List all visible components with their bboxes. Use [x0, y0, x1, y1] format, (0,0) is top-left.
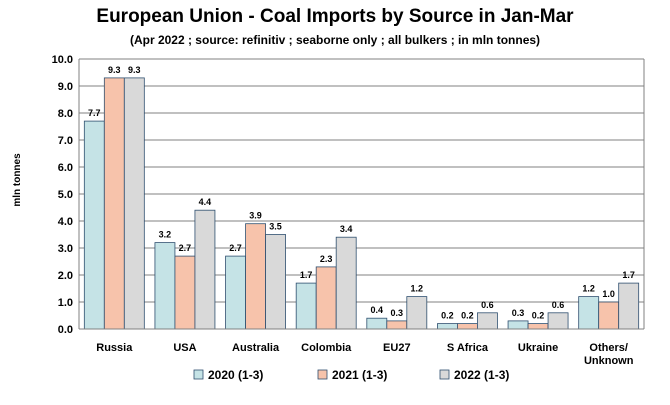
legend-swatch [193, 369, 204, 380]
data-label: 0.4 [371, 305, 384, 315]
x-tick-label: Others/Unknown [584, 342, 634, 367]
bar-2 [103, 77, 125, 330]
value-labels: 7.7 9.3 9.3 3.2 2.7 4.4 2.7 3.9 3.5 1.7 2.3 3.4 0.4 0… [88, 65, 635, 321]
x-tick-label: Australia [232, 342, 280, 354]
x-tick-label: Colombia [301, 342, 352, 354]
y-tick-label: 5.0 [58, 189, 73, 201]
bar-1 [437, 323, 458, 330]
y-tick-label: 4.0 [58, 216, 73, 228]
data-label: 0.2 [461, 311, 474, 321]
bar-2 [386, 320, 408, 330]
bar-2 [315, 266, 337, 330]
data-label: 1.2 [411, 284, 424, 294]
data-label: 0.3 [391, 308, 404, 318]
y-tick-label: 10.0 [52, 54, 73, 66]
y-tick-label: 7.0 [58, 135, 73, 147]
data-label: 0.2 [532, 311, 545, 321]
y-tick-label: 9.0 [58, 81, 73, 93]
data-label: 0.6 [552, 300, 565, 310]
bar-3 [547, 312, 569, 330]
bar-3 [265, 234, 286, 330]
y-tick-label: 1.0 [58, 297, 73, 309]
bars [83, 77, 640, 330]
data-label: 2.3 [320, 254, 333, 264]
x-tick-label: Ukraine [518, 342, 558, 354]
x-tick-label: S Africa [447, 342, 489, 354]
bar-2 [174, 255, 196, 330]
data-label: 9.3 [108, 65, 121, 75]
bar-1 [507, 320, 529, 330]
bar-3 [477, 312, 498, 330]
bar-2 [245, 223, 266, 330]
data-label: 0.3 [512, 308, 525, 318]
legend: 2020 (1-3) 2021 (1-3) 2022 (1-3) [193, 368, 509, 382]
y-tick-label: 8.0 [58, 108, 73, 120]
bar-3 [335, 236, 357, 330]
data-label: 2.7 [229, 243, 242, 253]
bar-3 [194, 209, 216, 330]
bar-1 [154, 242, 176, 330]
data-label: 9.3 [128, 65, 141, 75]
data-label: 0.6 [481, 300, 494, 310]
bar-2 [598, 301, 620, 330]
data-label: 3.4 [340, 224, 353, 234]
data-label: 1.0 [602, 289, 615, 299]
legend-swatch [317, 369, 328, 380]
bar-1 [83, 120, 105, 330]
data-label: 1.7 [622, 270, 635, 280]
legend-label: 2020 (1-3) [208, 368, 263, 382]
y-tick-label: 6.0 [58, 162, 73, 174]
axes: 0.0 1.0 2.0 3.0 4.0 5.0 6.0 7.0 8.0 9.0 10.0 Russia… [52, 54, 645, 367]
data-label: 4.4 [199, 197, 212, 207]
y-tick-label: 3.0 [58, 243, 73, 255]
chart-title: European Union - Coal Imports by Source … [96, 6, 574, 27]
legend-label: 2022 (1-3) [454, 368, 509, 382]
bar-3 [123, 77, 145, 330]
bar-1 [366, 317, 388, 330]
x-tick-label: Russia [96, 342, 133, 354]
bar-3 [406, 296, 428, 330]
data-label: 3.2 [159, 230, 172, 240]
chart-subtitle: (Apr 2022 ; source: refinitiv ; seaborne… [129, 33, 541, 47]
data-label: 1.7 [300, 270, 313, 280]
legend-label: 2021 (1-3) [332, 368, 387, 382]
data-label: 0.2 [441, 311, 454, 321]
data-label: 2.7 [179, 243, 192, 253]
data-label: 1.2 [582, 284, 595, 294]
bar-1 [225, 255, 246, 330]
data-label: 3.5 [269, 222, 282, 232]
y-tick-label: 0.0 [58, 324, 73, 336]
bar-3 [618, 282, 640, 330]
data-label: 3.9 [249, 211, 262, 221]
bar-1 [578, 296, 600, 330]
bar-2 [527, 323, 549, 330]
x-tick-label: EU27 [383, 342, 411, 354]
x-tick-label: USA [173, 342, 196, 354]
y-tick-label: 2.0 [58, 270, 73, 282]
bar-2 [457, 323, 478, 330]
data-label: 7.7 [88, 108, 101, 118]
bar-1 [295, 282, 317, 330]
y-axis-title: mln tonnes [12, 153, 23, 207]
legend-swatch [439, 369, 450, 380]
